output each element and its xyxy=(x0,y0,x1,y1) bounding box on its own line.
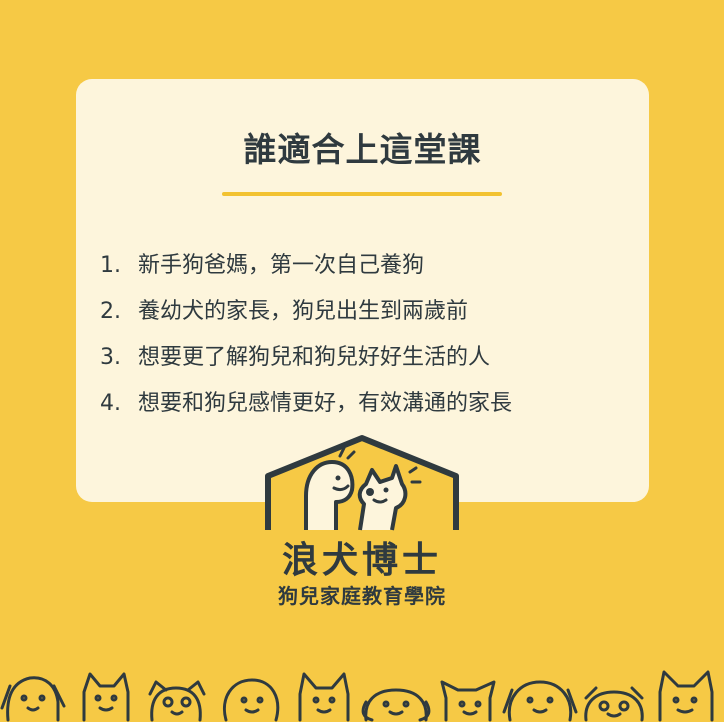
list-item: 2. 養幼犬的家長，狗兒出生到兩歲前 xyxy=(100,293,512,339)
dog-faces-border-icon xyxy=(0,670,714,722)
title-divider xyxy=(222,192,502,196)
list-item-number: 1. xyxy=(100,253,121,278)
list-item-number: 2. xyxy=(100,299,121,324)
list-item-text: 養幼犬的家長，狗兒出生到兩歲前 xyxy=(138,299,469,324)
house-logo-icon xyxy=(265,435,459,531)
list-item-text: 新手狗爸媽，第一次自己養狗 xyxy=(138,253,425,278)
list-item: 3. 想要更了解狗兒和狗兒好好生活的人 xyxy=(100,339,512,385)
brand-subtitle: 狗兒家庭教育學院 xyxy=(278,584,446,608)
audience-list: 1. 新手狗爸媽，第一次自己養狗 2. 養幼犬的家長，狗兒出生到兩歲前 3. 想… xyxy=(100,247,512,431)
info-card: 誰適合上這堂課 1. 新手狗爸媽，第一次自己養狗 2. 養幼犬的家長，狗兒出生到… xyxy=(76,79,649,502)
list-item: 4. 想要和狗兒感情更好，有效溝通的家長 xyxy=(100,385,512,431)
list-item: 1. 新手狗爸媽，第一次自己養狗 xyxy=(100,247,512,293)
card-title: 誰適合上這堂課 xyxy=(243,130,482,169)
list-item-number: 3. xyxy=(100,345,121,370)
list-item-text: 想要和狗兒感情更好，有效溝通的家長 xyxy=(138,391,513,416)
list-item-number: 4. xyxy=(100,391,121,416)
list-item-text: 想要更了解狗兒和狗兒好好生活的人 xyxy=(138,345,491,370)
brand-name: 浪犬博士 xyxy=(281,540,442,581)
